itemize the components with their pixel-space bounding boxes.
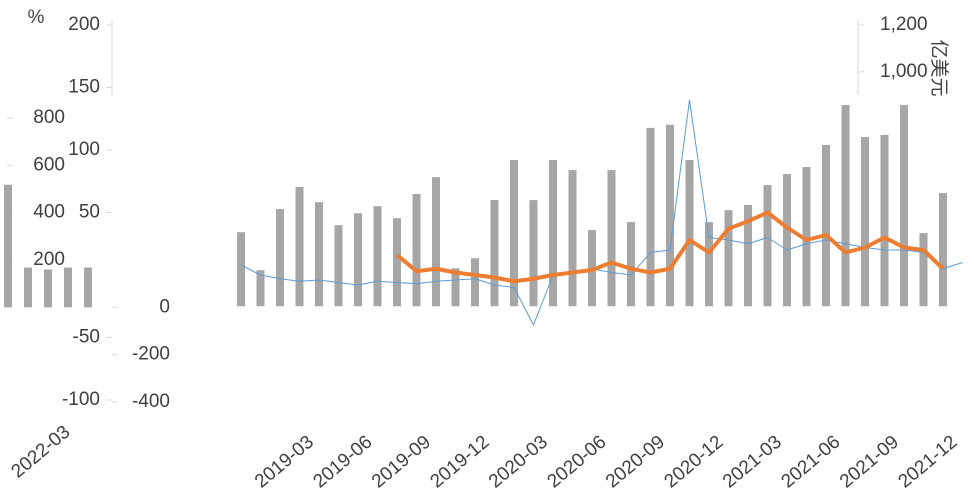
y-tick-label: 0 bbox=[159, 296, 170, 317]
bar bbox=[724, 210, 733, 307]
x-tick-label: 2020-12 bbox=[661, 432, 728, 492]
x-tick-label: 2019-06 bbox=[310, 432, 377, 492]
bar bbox=[393, 218, 401, 307]
line bbox=[395, 210, 945, 284]
bar bbox=[84, 267, 92, 308]
bar bbox=[490, 200, 499, 307]
bar bbox=[919, 233, 928, 307]
bar bbox=[783, 174, 791, 307]
y-tick-label: 200 bbox=[33, 249, 65, 270]
x-tick-label: 2019-09 bbox=[368, 432, 435, 492]
bar bbox=[744, 205, 752, 307]
bar bbox=[295, 186, 304, 307]
bar bbox=[276, 208, 284, 307]
x-tick-label: 2020-09 bbox=[602, 432, 669, 492]
bar bbox=[44, 269, 52, 308]
x-tick-label: 2019-12 bbox=[427, 432, 494, 492]
bar bbox=[451, 268, 460, 307]
x-tick-label: 2020-03 bbox=[485, 432, 552, 492]
left-unit: % bbox=[28, 7, 45, 28]
bar bbox=[939, 193, 947, 307]
x-tick-label: 2019-03 bbox=[251, 432, 318, 492]
y-tick-label: 600 bbox=[33, 154, 65, 175]
y-tick-label: -50 bbox=[73, 327, 100, 348]
bar bbox=[256, 270, 265, 307]
bar bbox=[841, 104, 850, 307]
bar bbox=[237, 232, 245, 307]
bar bbox=[315, 202, 323, 307]
right-unit: 亿美元 bbox=[928, 39, 950, 96]
bar bbox=[705, 222, 713, 307]
bar bbox=[685, 160, 694, 307]
y-tick-label: -200 bbox=[132, 344, 170, 365]
bar bbox=[861, 137, 869, 307]
line bbox=[240, 99, 963, 326]
y-tick-label: -400 bbox=[132, 391, 170, 412]
x-tick-label: 2021-06 bbox=[778, 432, 845, 492]
bar bbox=[432, 177, 440, 307]
y-tick-label: 100 bbox=[68, 139, 100, 160]
y-tick-label: 200 bbox=[68, 14, 100, 35]
bar bbox=[24, 267, 32, 308]
x-tick-label: 2021-03 bbox=[719, 432, 786, 492]
bar bbox=[471, 258, 479, 307]
bar bbox=[334, 225, 343, 307]
y-tick-label: 800 bbox=[33, 107, 65, 128]
bar bbox=[373, 206, 382, 307]
bar bbox=[64, 267, 72, 308]
x-tick-label: 2020-06 bbox=[544, 432, 611, 492]
x-tick-label: 2021-09 bbox=[836, 432, 903, 492]
y-tick-label: 150 bbox=[68, 77, 100, 98]
bar bbox=[802, 167, 811, 307]
x-tick-label: 2022-03 bbox=[8, 422, 75, 483]
bar bbox=[666, 124, 674, 307]
bar bbox=[627, 222, 635, 307]
bar bbox=[900, 104, 908, 307]
y2-tick-label: 1,200 bbox=[880, 14, 928, 35]
y-tick-label: 50 bbox=[79, 202, 100, 223]
y-tick-label: 400 bbox=[33, 202, 65, 223]
bar bbox=[549, 160, 557, 307]
y-tick-label: -100 bbox=[62, 389, 100, 410]
bar bbox=[822, 145, 830, 307]
bar bbox=[412, 193, 421, 307]
bar bbox=[607, 170, 616, 307]
bar bbox=[763, 185, 772, 307]
bar bbox=[529, 200, 538, 307]
bar bbox=[510, 160, 518, 307]
bar bbox=[4, 184, 12, 308]
bar bbox=[646, 127, 655, 307]
y2-tick-label: 1,000 bbox=[880, 61, 928, 82]
bar bbox=[880, 134, 889, 307]
x-tick-label: 2021-12 bbox=[895, 432, 962, 492]
bar bbox=[568, 170, 577, 307]
bar bbox=[354, 213, 362, 307]
